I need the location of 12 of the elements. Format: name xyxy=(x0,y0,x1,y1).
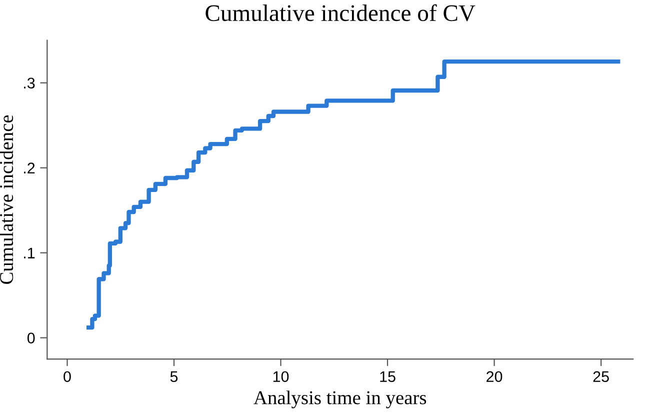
x-tick-label: 25 xyxy=(593,371,609,382)
y-tick-label: .1 xyxy=(24,248,35,258)
y-tick-label: .2 xyxy=(24,162,35,174)
chart-title: Cumulative incidence of CV xyxy=(206,4,476,22)
x-tick-label: 15 xyxy=(380,371,396,382)
x-tick-label: 20 xyxy=(486,371,502,382)
x-tick-label: 0 xyxy=(64,371,71,382)
x-tick-label: 10 xyxy=(273,371,289,382)
x-tick-label: 5 xyxy=(170,371,178,382)
x-axis-title: Analysis time in years xyxy=(254,390,426,408)
y-tick-label: .3 xyxy=(24,78,35,89)
y-tick-label: 0 xyxy=(27,332,35,344)
